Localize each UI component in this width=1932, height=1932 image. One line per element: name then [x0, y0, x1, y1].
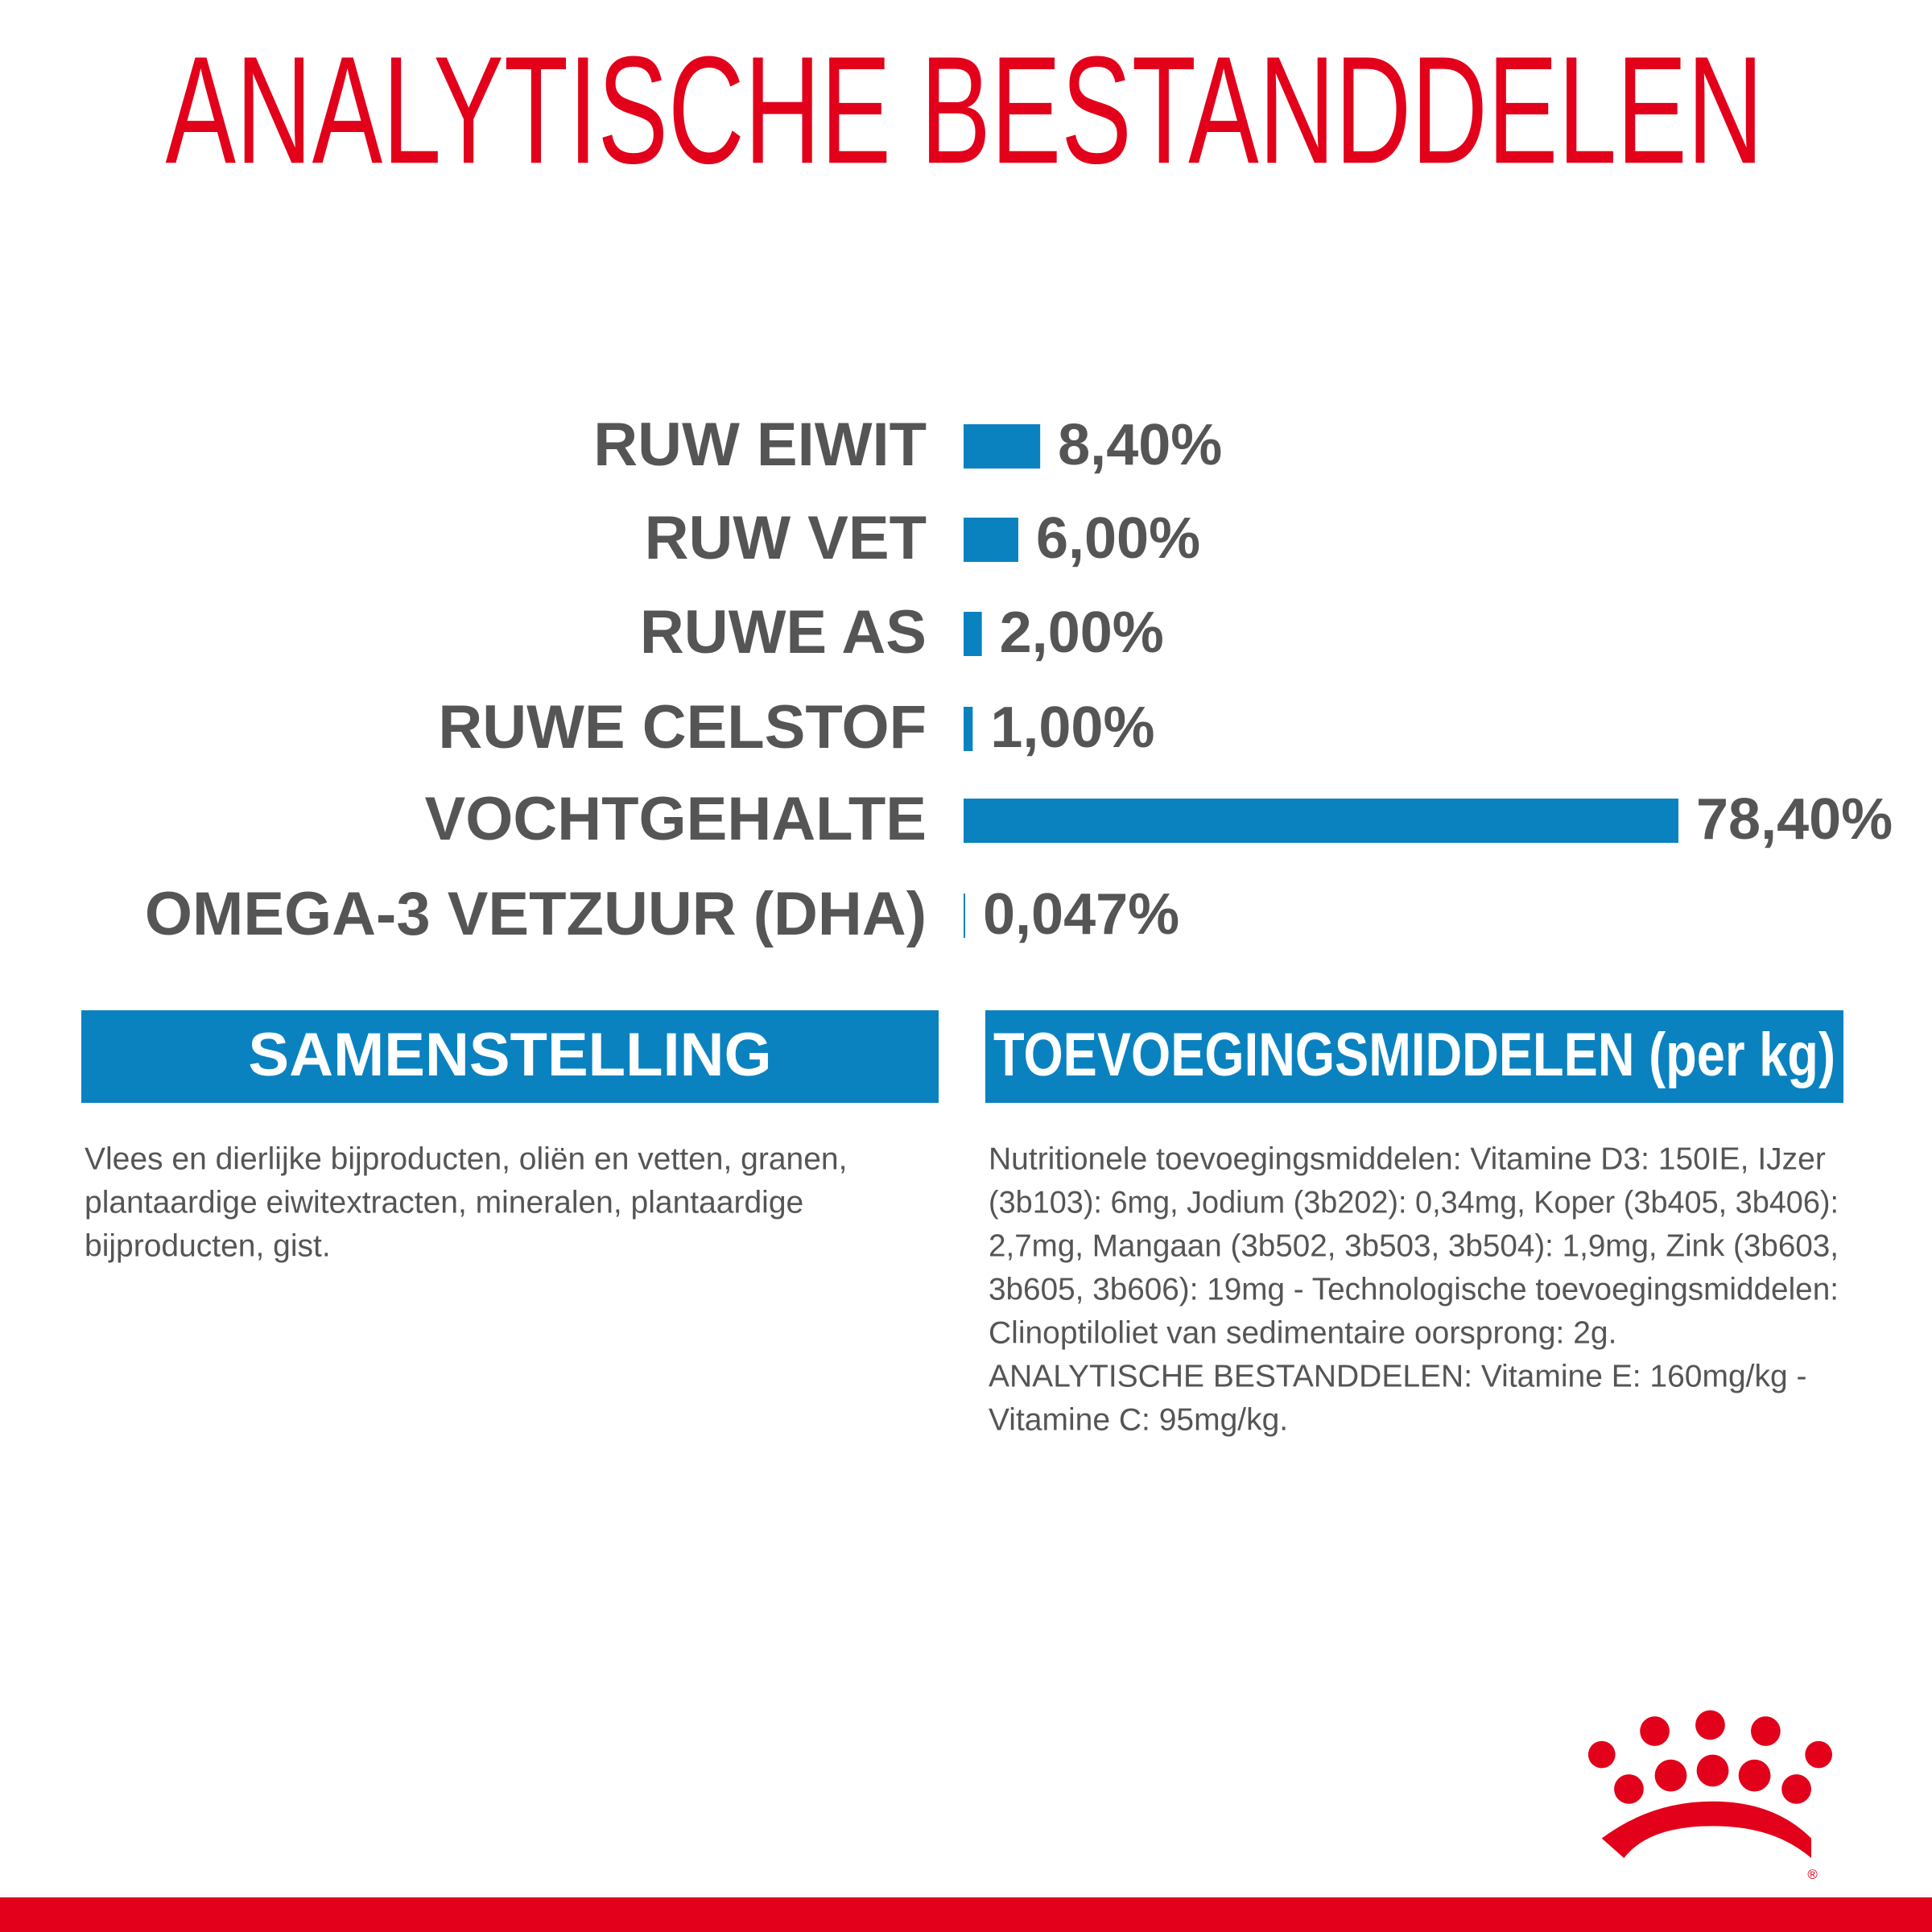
value-label: 1,00%: [990, 696, 1154, 760]
section-title: SAMENSTELLING: [248, 1021, 771, 1089]
section-text: bijproducten, gist.: [85, 1228, 331, 1263]
bar: [964, 424, 1041, 469]
section-text: ANALYTISCHE BESTANDDELEN: Vitamine E: 16…: [989, 1359, 1807, 1393]
logo: ®: [1587, 1710, 1833, 1882]
bar: [964, 518, 1018, 562]
value-label: 8,40%: [1058, 413, 1222, 477]
section-header-bg: [985, 1010, 1843, 1103]
section-text: Vlees en dierlijke bijproducten, oliën e…: [85, 1141, 847, 1176]
value-label: 0,047%: [983, 882, 1179, 947]
section-text: Clinoptiloliet van sedimentaire oorspron…: [989, 1315, 1616, 1350]
chart-title: ANALYTISCHE BESTANDDELEN: [166, 25, 1764, 196]
section-header-bg: [81, 1010, 939, 1103]
footer-bar: [0, 1897, 1932, 1932]
bar: [964, 707, 973, 751]
section-text: 2,7mg, Mangaan (3b502, 3b503, 3b504): 1,…: [989, 1228, 1839, 1263]
category-label: VOCHTGEHALTE: [425, 785, 927, 853]
value-label: 6,00%: [1036, 506, 1200, 571]
bar: [964, 894, 965, 938]
value-label: 2,00%: [1000, 601, 1164, 665]
category-label: RUW EIWIT: [593, 411, 927, 479]
value-label: 78,40%: [1696, 787, 1893, 852]
category-label: RUW VET: [645, 504, 927, 572]
section-title: TOEVOEGINGSMIDDELEN (per kg): [993, 1021, 1835, 1089]
section-text: (3b103): 6mg, Jodium (3b202): 0,34mg, Ko…: [989, 1185, 1839, 1220]
bar: [964, 612, 982, 656]
section-text: 3b605, 3b606): 19mg - Technologische toe…: [989, 1272, 1839, 1307]
bar: [964, 799, 1678, 843]
section-text: Vitamine C: 95mg/kg.: [989, 1402, 1288, 1437]
section-text: plantaardige eiwitextracten, mineralen, …: [85, 1185, 803, 1220]
category-label: RUWE AS: [640, 598, 927, 667]
section-text: Nutritionele toevoegingsmiddelen: Vitami…: [989, 1141, 1826, 1176]
category-label: RUWE CELSTOF: [438, 693, 927, 762]
registered-mark: ®: [1807, 1867, 1818, 1882]
category-label: OMEGA-3 VETZUUR (DHA): [145, 880, 927, 948]
